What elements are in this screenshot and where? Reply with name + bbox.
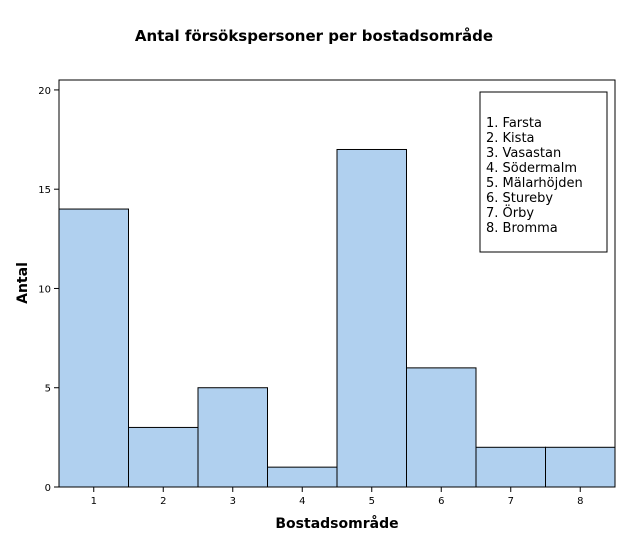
bar-6 <box>406 367 477 488</box>
legend-item: 7. Örby <box>486 204 534 221</box>
x-tick-label-3: 3 <box>230 496 236 507</box>
legend-item: 6. Stureby <box>486 191 553 206</box>
bar-2 <box>128 426 199 488</box>
legend-item: 8. Bromma <box>486 221 558 236</box>
x-tick-label-1: 1 <box>91 496 97 507</box>
y-tick-label-10: 10 <box>38 284 51 295</box>
bar-5 <box>336 148 407 488</box>
y-tick-label-5: 5 <box>45 384 51 395</box>
bar-8 <box>545 446 616 488</box>
bar-7 <box>475 446 546 488</box>
x-tick-label-8: 8 <box>577 496 583 507</box>
bar-4 <box>267 466 338 488</box>
x-axis-title: Bostadsområde <box>275 515 398 532</box>
y-tick-label-0: 0 <box>45 483 51 494</box>
chart-title: Antal försökspersoner per bostadsområde <box>135 27 493 45</box>
y-axis: 0 5 10 15 20 <box>38 86 59 494</box>
legend-item: 3. Vasastan <box>486 146 561 161</box>
legend-item: 1. Farsta <box>486 116 542 131</box>
y-tick-label-15: 15 <box>38 185 51 196</box>
x-tick-label-5: 5 <box>369 496 375 507</box>
bar-3 <box>197 387 268 488</box>
x-tick-label-4: 4 <box>299 496 305 507</box>
bar-1 <box>58 208 129 488</box>
legend-box <box>479 91 608 253</box>
x-tick-label-2: 2 <box>160 496 166 507</box>
bars-group <box>58 148 616 488</box>
legend-item: 4. Södermalm <box>486 161 577 176</box>
legend-item: 2. Kista <box>486 131 535 146</box>
y-axis-title: Antal <box>15 262 31 304</box>
x-axis: 1 2 3 4 5 6 7 8 <box>91 487 583 507</box>
x-tick-label-6: 6 <box>438 496 444 507</box>
y-tick-label-20: 20 <box>38 86 51 97</box>
legend-item: 5. Mälarhöjden <box>486 176 583 191</box>
x-tick-label-7: 7 <box>508 496 514 507</box>
